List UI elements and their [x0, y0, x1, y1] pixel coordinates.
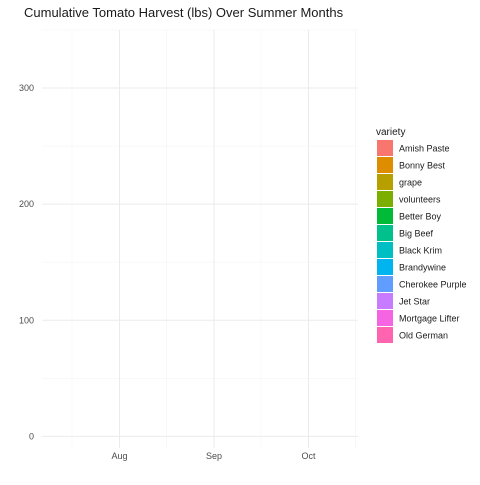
legend-label: Black Krim: [399, 246, 442, 256]
legend-swatch: [377, 225, 393, 241]
legend-swatch: [377, 140, 393, 156]
legend-swatch: [377, 208, 393, 224]
legend-item: Cherokee Purple: [377, 276, 467, 292]
legend-swatch: [377, 191, 393, 207]
y-tick-label: 100: [19, 315, 34, 325]
legend-item: grape: [377, 174, 422, 190]
legend-item: Big Beef: [377, 225, 434, 241]
legend-item: Black Krim: [377, 242, 442, 258]
legend-label: Old German: [399, 331, 448, 341]
legend-item: Brandywine: [377, 259, 446, 275]
legend-label: Brandywine: [399, 263, 446, 273]
legend-swatch: [377, 157, 393, 173]
legend-swatch: [377, 293, 393, 309]
plot-panel: 0 100 200 300 Aug Sep Oct: [19, 29, 358, 461]
x-tick-label: Aug: [111, 451, 127, 461]
legend-label: Bonny Best: [399, 161, 446, 171]
legend-item: Better Boy: [377, 208, 442, 224]
legend-item: Bonny Best: [377, 157, 446, 173]
legend-swatch: [377, 310, 393, 326]
legend-title: variety: [376, 127, 405, 138]
legend-item: Jet Star: [377, 293, 430, 309]
y-tick-label: 0: [29, 431, 34, 441]
legend-label: volunteers: [399, 195, 441, 205]
legend-label: Cherokee Purple: [399, 280, 467, 290]
legend-item: Old German: [377, 327, 448, 343]
legend-item: volunteers: [377, 191, 441, 207]
chart-title: Cumulative Tomato Harvest (lbs) Over Sum…: [24, 5, 344, 20]
legend-label: Jet Star: [399, 297, 430, 307]
legend-swatch: [377, 327, 393, 343]
legend-swatch: [377, 242, 393, 258]
y-tick-label: 200: [19, 199, 34, 209]
x-tick-label: Oct: [301, 451, 316, 461]
legend-swatch: [377, 276, 393, 292]
legend-item: Amish Paste: [377, 140, 450, 156]
y-tick-label: 300: [19, 83, 34, 93]
legend-swatch: [377, 259, 393, 275]
legend-label: Better Boy: [399, 212, 442, 222]
x-tick-label: Sep: [206, 451, 222, 461]
legend-label: Big Beef: [399, 229, 434, 239]
legend-label: grape: [399, 178, 422, 188]
legend-swatch: [377, 174, 393, 190]
legend-item: Mortgage Lifter: [377, 310, 460, 326]
legend-label: Mortgage Lifter: [399, 314, 460, 324]
legend: variety Amish Paste Bonny Best grape volunt…: [376, 127, 467, 343]
legend-items: Amish Paste Bonny Best grape volunteers Bett…: [377, 140, 467, 343]
legend-label: Amish Paste: [399, 144, 450, 154]
